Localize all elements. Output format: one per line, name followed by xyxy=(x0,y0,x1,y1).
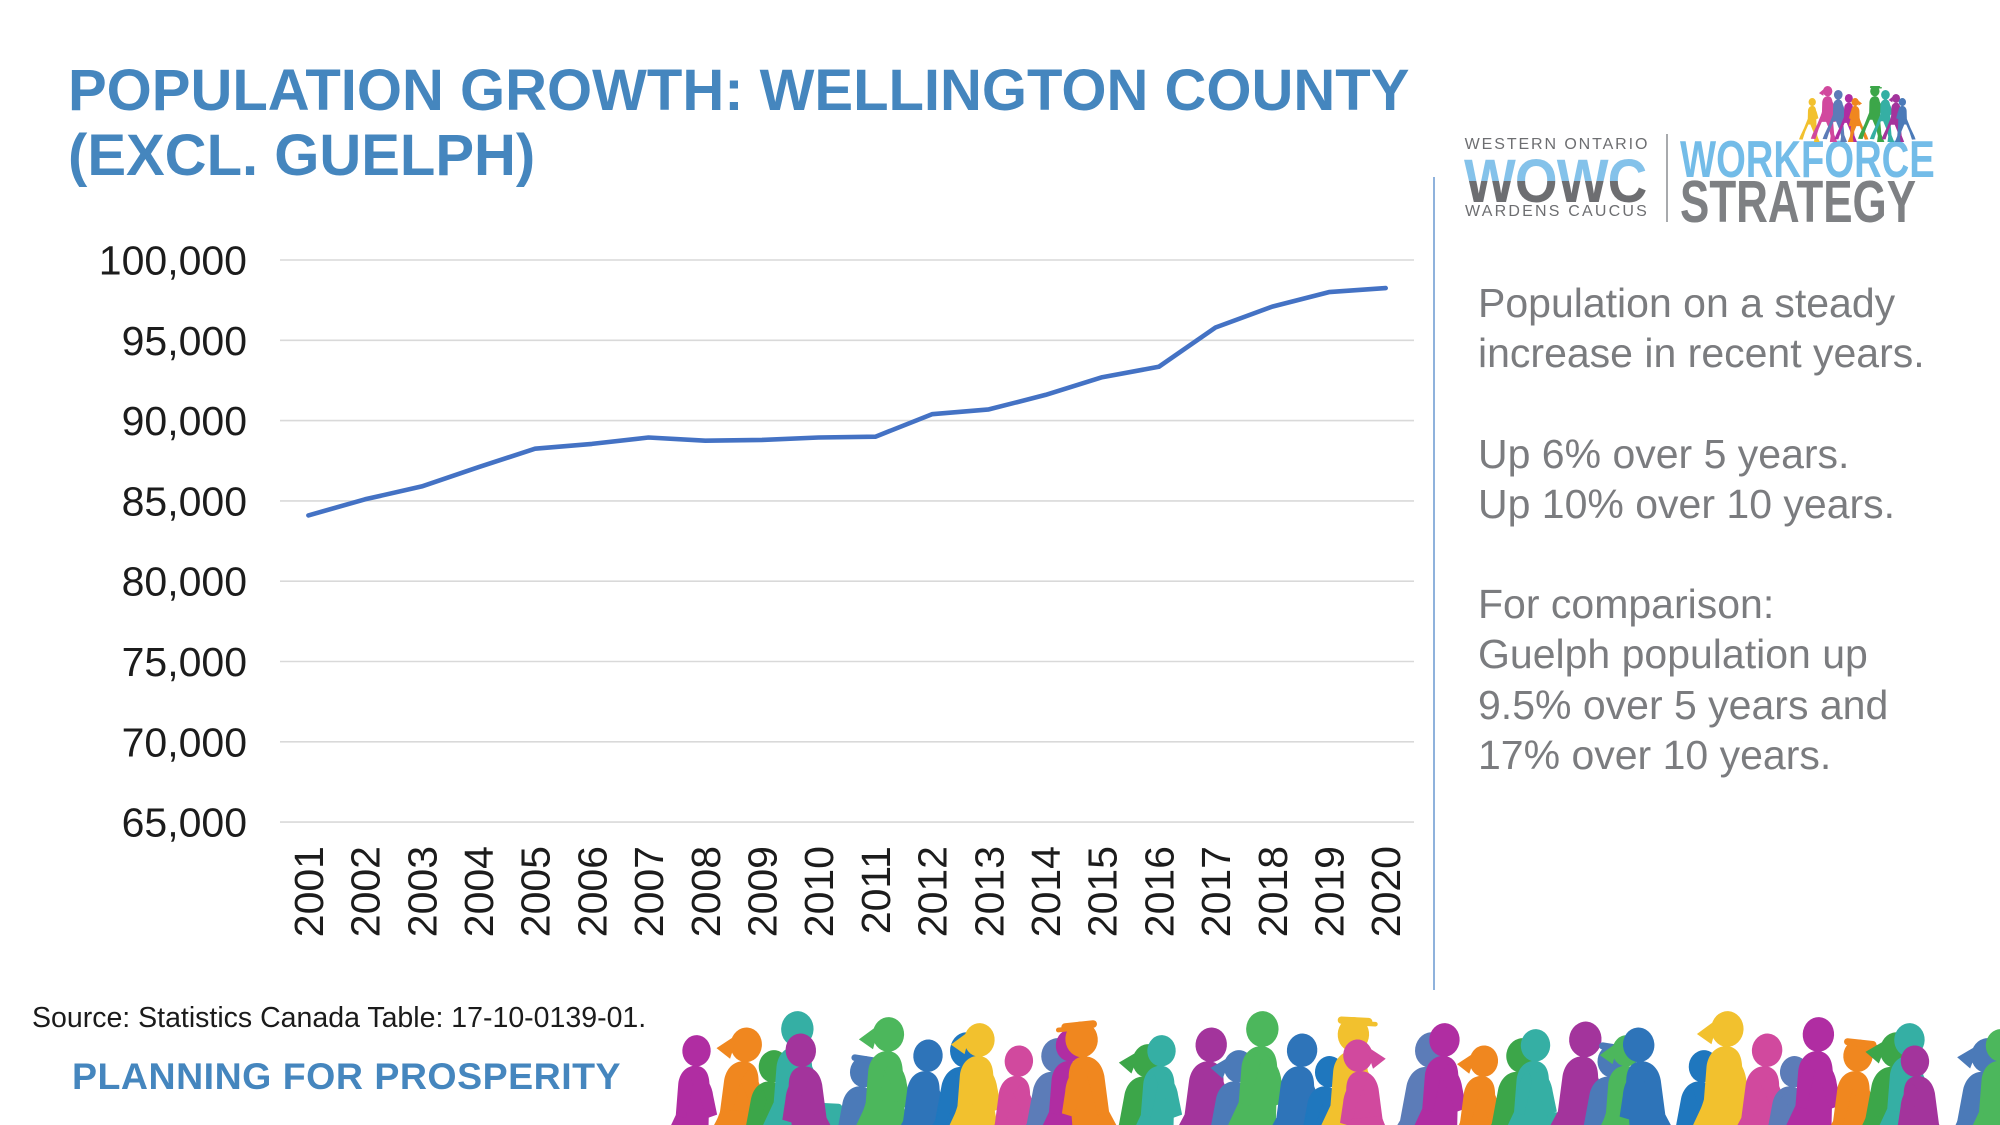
planning-for-prosperity-slogan: PLANNING FOR PROSPERITY xyxy=(72,1055,622,1097)
person-silhouette xyxy=(1660,1011,1752,1125)
person-silhouette xyxy=(1340,1039,1427,1125)
x-axis-tick-label: 2017 xyxy=(1193,846,1239,937)
logo-workforce-text: WORKFORCE xyxy=(1680,131,1935,189)
logo-wowc-wordmark: WOWC xyxy=(1464,147,1647,215)
person-silhouette xyxy=(1753,1017,1842,1125)
person-silhouette xyxy=(1939,1029,2000,1125)
note-line: Population on a steady xyxy=(1478,280,1896,326)
logo-wardens-caucus-text: WARDENS CAUCUS xyxy=(1465,203,1649,220)
person-silhouette xyxy=(1894,98,1916,142)
x-axis-tick-label: 2002 xyxy=(343,846,389,937)
note-line: Guelph population up xyxy=(1478,631,1868,678)
person-silhouette xyxy=(1381,1023,1467,1125)
person-silhouette xyxy=(823,1017,912,1125)
people-frieze xyxy=(637,1011,2000,1125)
y-axis-tick-label: 70,000 xyxy=(122,719,247,765)
person-silhouette xyxy=(782,1033,872,1125)
x-axis-tick-label: 2011 xyxy=(853,846,899,934)
person-silhouette xyxy=(1102,1035,1183,1125)
note-line: increase in recent years. xyxy=(1478,330,1925,377)
x-axis-tick-label: 2005 xyxy=(513,846,559,937)
logo-western-ontario-text: WESTERN ONTARIO xyxy=(1464,136,1650,153)
logo-people-silhouettes xyxy=(1799,86,1916,143)
person-silhouette xyxy=(1417,1045,1502,1125)
logo-strategy-text: STRATEGY xyxy=(1680,169,1917,235)
y-axis-tick-label: 65,000 xyxy=(122,800,247,846)
x-axis-tick-label: 2016 xyxy=(1136,846,1182,937)
source-citation: Source: Statistics Canada Table: 17-10-0… xyxy=(32,1002,647,1034)
x-axis-tick-label: 2013 xyxy=(966,846,1012,937)
x-axis-tick-label: 2004 xyxy=(456,846,502,937)
x-axis-tick-label: 2019 xyxy=(1306,846,1352,937)
y-axis-tick-label: 90,000 xyxy=(122,398,247,444)
x-axis-tick-label: 2001 xyxy=(286,846,332,937)
title-line-1: POPULATION GROWTH: WELLINGTON COUNTY xyxy=(68,58,1410,123)
y-axis-tick-label: 95,000 xyxy=(122,318,247,364)
slide-title: POPULATION GROWTH: WELLINGTON COUNTY (EXC… xyxy=(68,58,1409,188)
logo-divider-line xyxy=(1666,134,1668,222)
x-axis-tick-label: 2018 xyxy=(1250,846,1296,937)
y-axis-tick-label: 80,000 xyxy=(122,559,247,605)
vertical-divider-line xyxy=(1433,177,1435,990)
note-line: Up 6% over 5 years. xyxy=(1478,430,1850,477)
note-line: For comparison: xyxy=(1478,581,1775,628)
person-silhouette xyxy=(1897,1045,1981,1125)
x-axis-tick-label: 2007 xyxy=(626,846,672,937)
commentary-panel: Population on a steady increase in recen… xyxy=(1478,278,1948,780)
x-axis-tick-label: 2010 xyxy=(796,846,842,937)
person-silhouette xyxy=(1055,1020,1157,1125)
x-axis-tick-label: 2006 xyxy=(569,846,615,937)
note-line: 9.5% over 5 years and xyxy=(1478,681,1889,728)
y-axis-tick-label: 100,000 xyxy=(99,238,247,284)
note-line: 17% over 10 years. xyxy=(1478,731,1832,778)
person-silhouette xyxy=(637,1035,718,1125)
x-axis-tick-label: 2009 xyxy=(739,846,785,937)
person-silhouette xyxy=(916,1023,1002,1125)
person-silhouette xyxy=(1619,1027,1712,1125)
note-spacer xyxy=(1478,378,1948,428)
x-axis-tick-label: 2020 xyxy=(1363,846,1409,937)
note-spacer xyxy=(1478,529,1948,579)
person-silhouette xyxy=(1810,86,1838,143)
x-axis-tick-label: 2012 xyxy=(910,846,956,937)
population-series-line xyxy=(306,285,1388,518)
x-axis-tick-label: 2008 xyxy=(683,846,729,937)
title-line-2: (EXCL. GUELPH) xyxy=(68,123,536,188)
x-axis-tick-label: 2003 xyxy=(399,846,445,937)
wowc-workforce-strategy-logo: WESTERN ONTARIO WOWC WARDENS CAUCUS WORK… xyxy=(1455,84,1935,234)
x-axis-tick-label: 2015 xyxy=(1080,846,1126,937)
y-axis-tick-label: 75,000 xyxy=(122,639,247,685)
y-axis-tick-label: 85,000 xyxy=(122,478,247,524)
person-silhouette xyxy=(1195,1011,1287,1125)
note-line: Up 10% over 10 years. xyxy=(1478,480,1896,527)
person-silhouette xyxy=(1858,86,1885,143)
x-axis-tick-label: 2014 xyxy=(1023,846,1069,937)
